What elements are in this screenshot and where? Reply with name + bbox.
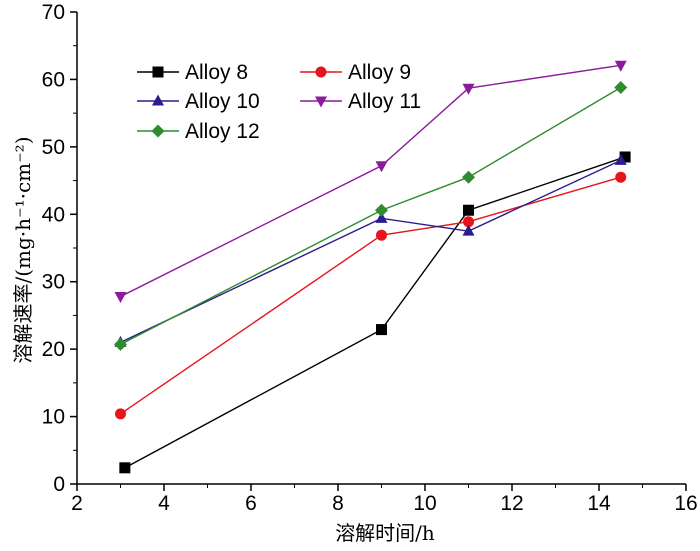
data-point [114,337,127,351]
y-tick-label: 20 [42,338,65,361]
data-point [619,151,631,163]
legend-item: Alloy 12 [137,120,260,143]
data-point [114,292,127,304]
y-tick-label: 10 [42,406,65,429]
data-point [119,462,131,474]
legend-item: Alloy 10 [137,90,260,113]
data-point [462,83,475,95]
series-line [120,159,622,344]
legend-label: Alloy 8 [185,61,248,84]
legend-marker [151,124,165,138]
legend-marker [315,96,327,108]
series-line [124,156,626,469]
x-tick-label: 12 [500,492,523,515]
data-point [463,216,474,228]
x-axis-label: 溶解时间/h [335,521,435,545]
y-axis-label: 溶解速率/(mg·h⁻¹·cm⁻²) [11,136,35,363]
data-point [614,60,627,72]
x-tick-label: 14 [587,492,611,515]
series-alloy-9 [115,171,627,420]
x-tick-label: 4 [158,492,170,515]
series-line [120,64,621,298]
legend-marker [315,66,327,78]
series-alloy-11 [114,60,627,304]
legend-label: Alloy 11 [348,90,421,113]
y-tick-label: 50 [42,136,65,159]
legend: Alloy 8 Alloy 9 Alloy 10 Alloy 11 Alloy 12 [137,61,421,143]
legend-marker [152,94,164,106]
series-alloy-8 [119,151,631,474]
data-point [614,81,628,95]
x-tick-label: 8 [332,492,344,515]
legend-label: Alloy 10 [185,90,260,113]
y-tick-label: 0 [53,473,65,496]
series-line [120,176,621,415]
legend-item: Alloy 8 [137,61,248,84]
axes: 2 4 6 8 10 12 14 16 0 10 20 30 40 50 60 70 [42,1,698,515]
series-alloy-12 [114,81,628,351]
data-point [462,170,475,184]
data-point [375,203,388,217]
data-point [375,211,388,223]
series-line [120,86,622,346]
legend-label: Alloy 9 [348,61,411,84]
y-tick-label: 40 [42,203,65,226]
data-point [375,161,388,173]
data-point [463,204,474,216]
data-point [376,324,387,336]
data-point [376,229,387,241]
legend-item: Alloy 9 [300,61,411,84]
x-tick-label: 16 [674,492,697,515]
data-point [615,171,627,183]
x-tick-label: 10 [413,492,436,515]
x-tick-label: 2 [71,492,83,515]
legend-item: Alloy 11 [300,90,421,113]
data-point [462,224,475,236]
y-tick-label: 60 [42,68,65,91]
y-tick-label: 70 [42,1,65,24]
x-tick-label: 6 [245,492,257,515]
y-tick-label: 30 [42,271,65,294]
series-layer [114,60,631,474]
legend-marker [152,66,164,78]
legend-label: Alloy 12 [185,120,260,143]
data-point [614,153,627,165]
data-point [115,408,126,420]
